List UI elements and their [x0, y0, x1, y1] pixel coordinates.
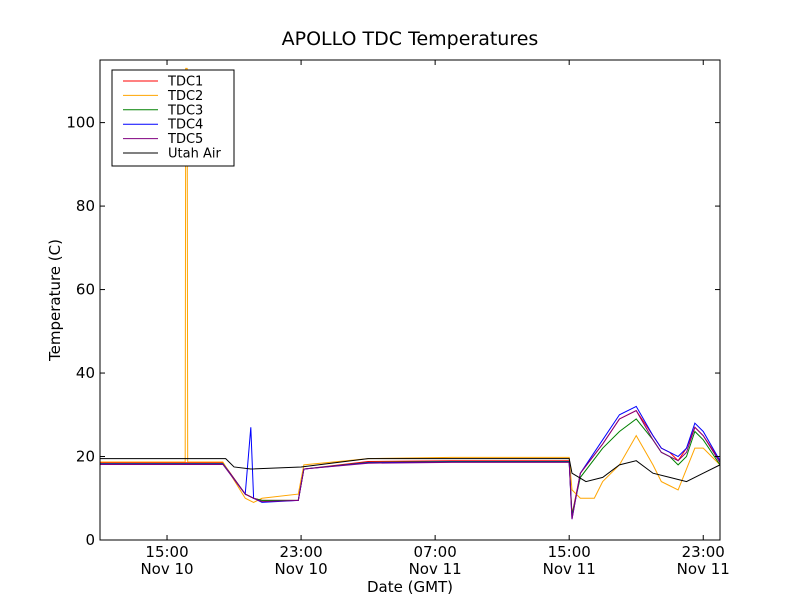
series-line-utah-air: [100, 458, 721, 483]
series-line-tdc2: [100, 67, 721, 503]
x-tick-label-date: Nov 11: [409, 560, 462, 578]
legend-label: TDC1: [167, 75, 203, 90]
y-tick-label: 100: [66, 114, 95, 132]
x-axis-label: Date (GMT): [367, 578, 453, 596]
series-layer: [100, 67, 721, 520]
series-line-tdc5: [100, 409, 721, 520]
legend-label: TDC3: [167, 103, 203, 118]
y-tick-label: 0: [85, 531, 95, 549]
x-tick-label-time: 15:00: [548, 543, 591, 561]
x-tick-label-date: Nov 11: [543, 560, 596, 578]
y-tick-label: 40: [76, 364, 95, 382]
x-tick-label-date: Nov 10: [140, 560, 193, 578]
x-tick-label-date: Nov 11: [677, 560, 730, 578]
chart-title: APOLLO TDC Temperatures: [282, 28, 539, 50]
y-axis-label: Temperature (C): [46, 239, 64, 362]
legend-label: TDC2: [167, 89, 203, 104]
legend-box: [111, 69, 235, 167]
y-tick-label: 60: [76, 281, 95, 299]
y-tick-label: 80: [76, 197, 95, 215]
x-tick-label-time: 23:00: [682, 543, 725, 561]
plot-frame: [99, 59, 721, 541]
y-tick-label: 20: [76, 448, 95, 466]
x-tick-label-date: Nov 10: [275, 560, 328, 578]
x-tick-label-time: 15:00: [145, 543, 188, 561]
x-tick-label-time: 23:00: [279, 543, 322, 561]
legend-label: Utah Air: [168, 147, 221, 162]
legend-label: TDC4: [167, 118, 203, 133]
x-tick-label-time: 07:00: [414, 543, 457, 561]
legend-label: TDC5: [167, 132, 203, 147]
